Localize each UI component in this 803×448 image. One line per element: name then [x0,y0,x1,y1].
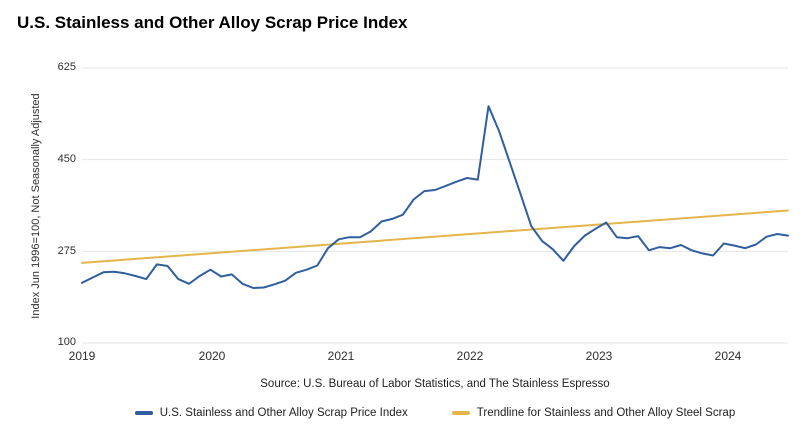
x-tick-2021: 2021 [327,349,355,363]
legend-label-trendline: Trendline for Stainless and Other Alloy … [476,407,736,419]
y-tick-275: 275 [57,245,76,257]
chart-legend: U.S. Stainless and Other Alloy Scrap Pri… [82,407,788,419]
y-tick-625: 625 [57,61,76,73]
y-tick-450: 450 [57,153,76,165]
chart-title: U.S. Stainless and Other Alloy Scrap Pri… [17,13,408,32]
y-tick-100: 100 [57,336,76,348]
x-tick-2019: 2019 [68,349,96,363]
x-tick-2023: 2023 [585,349,613,363]
x-tick-2022: 2022 [456,349,484,363]
legend-entry-trendline: Trendline for Stainless and Other Alloy … [451,407,736,419]
x-tick-2020: 2020 [198,349,226,363]
x-tick-2024: 2024 [714,349,742,363]
source-attribution: Source: U.S. Bureau of Labor Statistics,… [260,378,610,390]
legend-label-price-index: U.S. Stainless and Other Alloy Scrap Pri… [159,407,408,419]
legend-entry-price-index: U.S. Stainless and Other Alloy Scrap Pri… [134,407,408,419]
trendline-swatch-icon [451,411,470,415]
series-line-swatch-icon [134,411,153,415]
